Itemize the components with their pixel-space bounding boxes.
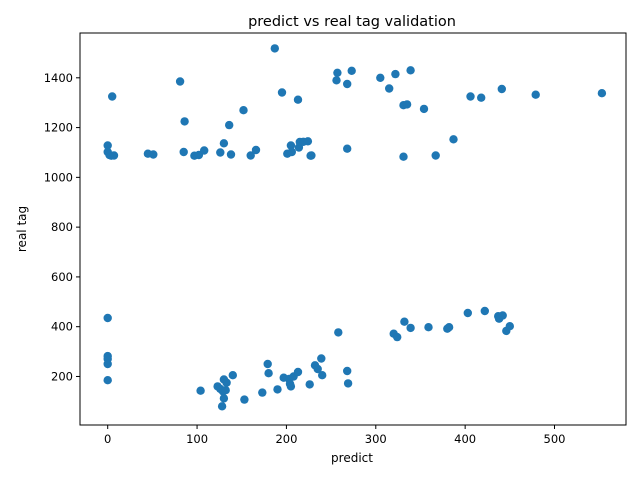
data-point (480, 306, 489, 316)
data-point (273, 385, 282, 394)
x-tick-label: 200 (275, 432, 297, 446)
y-tick-label: 800 (51, 220, 73, 234)
data-point (240, 395, 249, 404)
plot-frame (79, 32, 627, 426)
data-point (376, 73, 385, 83)
data-point (270, 44, 279, 53)
data-point (303, 137, 313, 146)
data-point (225, 120, 234, 130)
data-point (498, 311, 507, 320)
data-point (239, 106, 248, 115)
data-point (263, 359, 272, 369)
data-point (400, 317, 409, 326)
data-point (424, 323, 433, 332)
data-point (466, 92, 475, 101)
data-point (307, 151, 316, 160)
data-point (393, 332, 402, 342)
data-point (477, 93, 486, 102)
data-point (305, 380, 314, 389)
data-point (406, 66, 415, 75)
chart-title: predict vs real tag validation (248, 14, 456, 30)
y-tick-label: 1200 (44, 121, 73, 135)
data-point (219, 394, 229, 403)
data-point (228, 371, 237, 380)
y-tick-label: 1400 (44, 71, 73, 85)
data-point (419, 104, 429, 114)
x-tick-label: 400 (454, 432, 476, 446)
data-point (219, 139, 229, 148)
data-point (333, 68, 342, 78)
data-point (287, 147, 296, 157)
data-point (463, 308, 472, 318)
data-point (226, 150, 236, 159)
data-point (179, 147, 188, 157)
data-points (103, 44, 607, 411)
data-point (332, 76, 341, 85)
data-point (286, 141, 296, 150)
data-point (385, 84, 394, 93)
data-point (103, 376, 112, 385)
data-point (402, 100, 412, 109)
data-point (217, 402, 227, 411)
data-point (343, 144, 352, 153)
data-point (449, 135, 458, 144)
y-tick-label: 200 (51, 369, 73, 383)
data-point (286, 382, 296, 391)
data-point (216, 148, 225, 157)
x-tick-label: 100 (186, 432, 208, 446)
data-point (180, 117, 189, 126)
data-point (343, 379, 353, 388)
y-tick-label: 1000 (44, 170, 73, 184)
data-point (277, 88, 287, 97)
x-tick-label: 300 (365, 432, 387, 446)
data-point (196, 386, 205, 395)
data-point (200, 146, 209, 155)
data-point (334, 328, 343, 337)
data-point (406, 323, 415, 333)
x-axis-label: predict (331, 451, 373, 465)
data-point (246, 151, 255, 160)
data-point (103, 359, 112, 369)
data-point (444, 323, 454, 332)
y-axis-label: real tag (15, 206, 29, 252)
y-tick-label: 400 (51, 320, 73, 334)
data-point (258, 388, 267, 397)
data-point (103, 141, 112, 150)
x-axis-ticks: 0 100 200 300 400 500 (104, 425, 565, 446)
x-tick-label: 0 (104, 432, 111, 446)
data-point (343, 79, 352, 89)
data-point (391, 69, 400, 79)
y-tick-label: 600 (51, 270, 73, 284)
data-point (347, 66, 356, 76)
data-point (597, 89, 607, 98)
data-point (431, 151, 440, 160)
data-point (109, 151, 119, 160)
data-point (103, 313, 112, 323)
data-point (251, 145, 261, 155)
data-point (343, 366, 352, 376)
data-point (175, 77, 185, 86)
data-point (318, 371, 327, 380)
data-point (531, 90, 540, 99)
data-point (313, 364, 322, 374)
data-point (317, 354, 326, 363)
data-point (505, 322, 514, 331)
data-point (293, 367, 303, 377)
data-point (399, 152, 408, 161)
data-point (222, 378, 231, 387)
data-point (264, 369, 273, 378)
y-axis-ticks: 200 400 600 800 1000 1200 1400 (44, 71, 80, 383)
x-tick-label: 500 (544, 432, 566, 446)
data-point (108, 92, 117, 101)
data-point (149, 150, 158, 159)
data-point (497, 84, 506, 94)
data-point (221, 386, 230, 395)
data-point (293, 95, 303, 104)
